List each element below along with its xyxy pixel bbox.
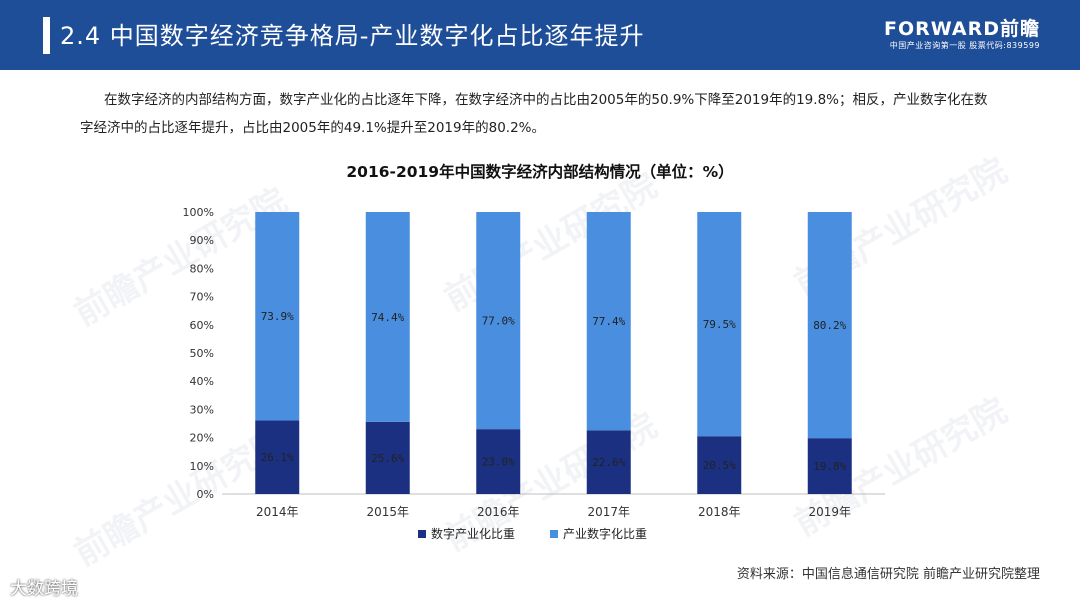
intro-paragraph: 在数字经济的内部结构方面，数字产业化的占比逐年下降，在数字经济中的占比由2005… bbox=[80, 92, 988, 136]
y-tick-label: 40% bbox=[190, 375, 214, 388]
data-label: 19.8% bbox=[813, 460, 846, 473]
logo-subtitle: 中国产业咨询第一股 股票代码:839599 bbox=[889, 41, 1040, 50]
bar-segment bbox=[476, 429, 521, 494]
bar-segment bbox=[586, 430, 631, 494]
y-tick-label: 90% bbox=[190, 234, 214, 247]
bar-segment bbox=[365, 421, 410, 494]
data-label: 80.2% bbox=[813, 319, 846, 332]
legend-label: 数字产业化比重 bbox=[431, 526, 515, 541]
data-label: 20.5% bbox=[703, 459, 736, 472]
y-tick-label: 80% bbox=[190, 262, 214, 275]
header-bar: 2.4 中国数字经济竞争格局-产业数字化占比逐年提升 FORWARD前瞻 中国产… bbox=[0, 0, 1080, 70]
y-tick-label: 30% bbox=[190, 403, 214, 416]
y-tick-label: 50% bbox=[190, 347, 214, 360]
bar-segment bbox=[807, 212, 852, 439]
y-tick-label: 10% bbox=[190, 460, 214, 473]
corner-watermark: 大数跨境 bbox=[10, 579, 78, 599]
x-tick-label: 2019年 bbox=[808, 505, 851, 519]
bar-segment bbox=[697, 436, 742, 494]
data-label: 73.9% bbox=[261, 310, 294, 323]
page-title: 2.4 中国数字经济竞争格局-产业数字化占比逐年提升 bbox=[60, 22, 645, 50]
y-tick-label: 100% bbox=[183, 206, 214, 219]
legend-swatch bbox=[418, 530, 426, 538]
legend-swatch bbox=[550, 530, 558, 538]
title-accent-bar bbox=[43, 17, 50, 54]
x-tick-label: 2016年 bbox=[477, 505, 520, 519]
bar-segment bbox=[586, 212, 631, 431]
bar-segment bbox=[807, 438, 852, 494]
source-note: 资料来源：中国信息通信研究院 前瞻产业研究院整理 bbox=[736, 567, 1040, 582]
bar-segment bbox=[697, 212, 742, 437]
brand-logo: FORWARD前瞻 中国产业咨询第一股 股票代码:839599 bbox=[884, 18, 1040, 52]
data-label: 26.1% bbox=[261, 451, 294, 464]
data-label: 23.0% bbox=[482, 456, 515, 469]
y-tick-label: 0% bbox=[197, 488, 214, 501]
data-label: 22.6% bbox=[592, 456, 625, 469]
data-label: 77.0% bbox=[482, 315, 515, 328]
bar-segment bbox=[365, 212, 410, 422]
bar-segment bbox=[255, 420, 300, 494]
chart-title: 2016-2019年中国数字经济内部结构情况（单位：%） bbox=[346, 163, 734, 181]
x-tick-label: 2014年 bbox=[256, 505, 299, 519]
legend-label: 产业数字化比重 bbox=[563, 526, 647, 541]
x-tick-label: 2017年 bbox=[587, 505, 630, 519]
x-tick-label: 2015年 bbox=[366, 505, 409, 519]
data-label: 25.6% bbox=[371, 452, 404, 465]
bar-segment bbox=[476, 212, 521, 430]
y-tick-label: 20% bbox=[190, 432, 214, 445]
x-tick-label: 2018年 bbox=[698, 505, 741, 519]
y-tick-label: 60% bbox=[190, 319, 214, 332]
data-label: 79.5% bbox=[703, 318, 736, 331]
data-label: 77.4% bbox=[592, 315, 625, 328]
bar-segment bbox=[255, 212, 300, 421]
data-label: 74.4% bbox=[371, 311, 404, 324]
logo-brand-text: FORWARD前瞻 bbox=[884, 18, 1040, 40]
y-tick-label: 70% bbox=[190, 291, 214, 304]
